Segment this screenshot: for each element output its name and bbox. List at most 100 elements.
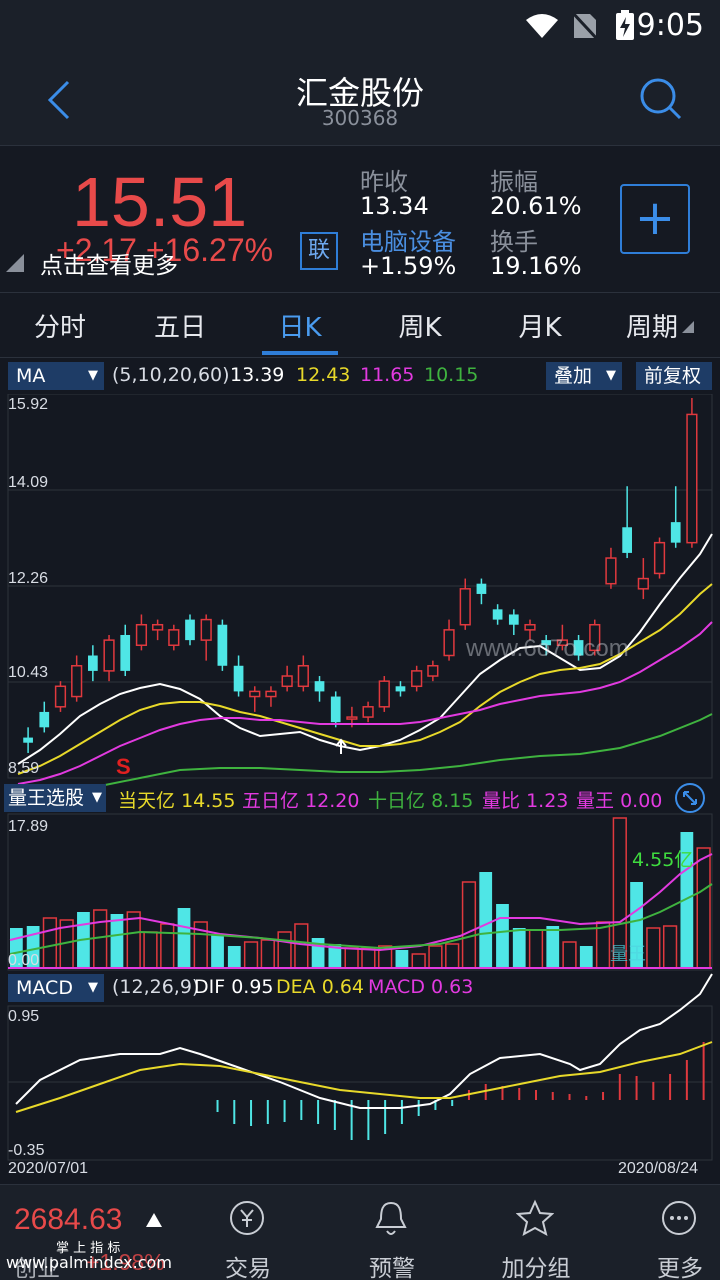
price-change: +2.17 +16.27%	[56, 232, 274, 268]
candle-body	[443, 629, 455, 657]
vol-king-tag: 量王	[610, 944, 646, 965]
add-watchlist-button[interactable]: +	[620, 184, 690, 254]
candle-body	[265, 690, 277, 698]
linked-button[interactable]: 联	[300, 232, 338, 270]
adjust-button[interactable]: 前复权	[636, 362, 712, 390]
low-marker-icon	[335, 738, 347, 754]
more-icon[interactable]	[660, 1199, 698, 1237]
macd-selector-label: MACD	[16, 977, 73, 999]
nav-trade[interactable]: 交易	[225, 1256, 271, 1280]
vol-king-label: 量王	[576, 790, 615, 812]
date-start: 2020/07/01	[8, 1160, 89, 1177]
chevron-down-icon: ▼	[606, 368, 616, 383]
price-axis-2: 14.09	[8, 474, 49, 491]
expand-icon[interactable]	[674, 782, 706, 814]
vol-king-value: 0.00	[620, 790, 663, 812]
price-axis-1: 15.92	[8, 396, 49, 413]
chevron-down-icon: ▼	[92, 790, 102, 805]
candle-body	[135, 623, 148, 646]
ma-selector-label: MA	[16, 365, 46, 387]
tab-weekly-k[interactable]: 周K	[398, 313, 442, 343]
candle-body	[411, 670, 423, 688]
search-icon[interactable]	[638, 76, 682, 120]
vol-indicator-selector[interactable]: 量王选股 ▼	[4, 784, 106, 812]
period-dropdown-icon	[682, 321, 694, 333]
kline-chart-svg[interactable]: www.6o7o.com S 4.55亿 量王	[0, 394, 720, 1184]
vol-ratio: 量比 1.23	[482, 786, 568, 813]
current-price: 15.51	[72, 163, 248, 241]
trade-icon[interactable]	[228, 1199, 266, 1237]
volume-series	[8, 817, 712, 969]
status-time: 9:05	[636, 8, 704, 43]
dea-line	[15, 1041, 713, 1113]
price-axis-4: 10.43	[8, 664, 49, 681]
vol-today-value: 14.55	[181, 790, 236, 812]
ma60-line	[17, 713, 713, 803]
vol-ratio-label: 量比	[482, 790, 521, 812]
chart-watermark: www.6o7o.com	[465, 635, 629, 662]
volume-bar	[646, 927, 661, 969]
battery-charging-icon	[616, 10, 634, 40]
overlay-selector[interactable]: 叠加 ▼	[546, 362, 622, 390]
candle-body	[330, 696, 341, 723]
view-more-link[interactable]: 点击查看更多	[40, 253, 178, 279]
volume-bar	[42, 917, 58, 969]
tab-five-day[interactable]: 五日	[153, 313, 206, 343]
tab-intraday[interactable]: 分时	[33, 313, 86, 343]
nav-more[interactable]: 更多	[657, 1256, 703, 1280]
candle-body	[686, 413, 698, 544]
dea-value: 0.64	[321, 976, 364, 998]
volume-bar	[277, 931, 292, 969]
star-icon[interactable]	[516, 1199, 554, 1237]
tab-period[interactable]: 周期	[625, 313, 678, 343]
candle-body	[88, 655, 98, 671]
back-icon[interactable]	[44, 80, 74, 120]
price-axis-5: 8.59	[8, 760, 40, 777]
tab-monthly-k[interactable]: 月K	[518, 313, 562, 343]
candle-body	[508, 614, 519, 625]
volume-bar	[110, 914, 124, 968]
volume-bar	[344, 947, 359, 969]
volume-bar	[512, 928, 526, 968]
candle-body	[395, 686, 406, 692]
vol-5day: 五日亿 12.20	[242, 786, 359, 813]
volume-bar	[528, 929, 544, 969]
active-tab-indicator	[262, 351, 338, 355]
candle-body	[378, 680, 390, 708]
date-end: 2020/08/24	[618, 1160, 699, 1177]
candle-body	[297, 665, 309, 688]
ma-params: (5,10,20,60)	[112, 364, 230, 386]
vol-today-label: 当天亿	[118, 790, 176, 812]
quote-panel: 15.51 +2.17 +16.27% 点击查看更多 联 昨收 13.34 电脑…	[0, 146, 720, 292]
plus-icon: +	[634, 190, 676, 246]
dea-legend: DEA 0.64	[276, 976, 364, 998]
vol-today: 当天亿 14.55	[118, 786, 235, 813]
ma-selector[interactable]: MA ▼	[8, 362, 104, 390]
nav-alert[interactable]: 预警	[369, 1256, 415, 1280]
volume-bar	[546, 926, 560, 968]
vol-axis-max: 17.89	[8, 818, 49, 835]
index-value[interactable]: 2684.63	[14, 1203, 123, 1236]
nav-add-group[interactable]: 加分组	[501, 1256, 571, 1280]
tab-daily-k[interactable]: 日K	[278, 313, 322, 343]
vol-5day-label: 五日亿	[242, 790, 300, 812]
vol-10day-value: 8.15	[431, 790, 474, 812]
macd-selector[interactable]: MACD ▼	[8, 974, 104, 1002]
candle-body	[670, 522, 681, 543]
sector-label[interactable]: 电脑设备	[360, 228, 456, 256]
vol-ma10-line	[9, 883, 713, 955]
dea-label: DEA	[276, 976, 316, 998]
volume-bar	[93, 909, 108, 969]
bell-icon[interactable]	[372, 1199, 410, 1239]
vol-5day-value: 12.20	[305, 790, 360, 812]
volume-bar	[696, 847, 711, 969]
turnover-value: 19.16%	[490, 252, 582, 280]
stock-code: 300368	[321, 106, 399, 130]
vol-axis-min: 0.00	[8, 952, 40, 969]
macd-axis-min: -0.35	[8, 1142, 45, 1159]
volume-bar	[211, 934, 224, 968]
candle-body	[54, 685, 67, 708]
ma5-value: 13.39	[230, 364, 285, 386]
candlestick-series	[23, 398, 698, 753]
volume-bar	[445, 943, 460, 969]
